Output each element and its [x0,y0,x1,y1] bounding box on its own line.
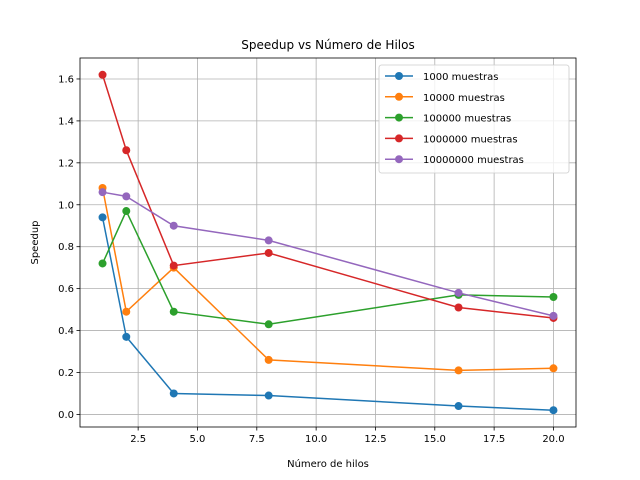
data-point [549,293,558,302]
y-tick-label: 1.6 [58,74,74,85]
legend-entry: 10000 muestras [385,92,505,104]
series-line [101,209,554,326]
data-point [98,188,107,197]
legend-entry: 10000000 muestras [385,155,524,166]
legend-box [378,64,570,174]
y-axis-ticks: 0.0 0.2 0.4 0.6 0.8 1.0 1.2 1.4 1.6 [58,74,80,421]
data-point [264,355,273,364]
legend-marker [395,92,403,101]
data-point [122,207,131,216]
y-tick-label: 1.4 [58,116,74,127]
series-line [101,74,554,319]
data-point [98,213,107,222]
x-axis-ticks: 2.5 5.0 7.5 10.0 12.5 15.0 17.5 20.0 [130,427,565,445]
x-tick-label: 2.5 [130,434,146,445]
data-point [264,248,273,257]
chart-title: Speedup vs Número de Hilos [241,38,414,52]
x-tick-label: 15.0 [424,434,446,445]
data-point [264,320,273,329]
data-point [122,307,131,316]
data-point [549,364,558,373]
data-point [169,261,178,270]
x-axis-label: Número de hilos [287,458,369,470]
y-tick-label: 1.2 [58,158,74,169]
data-point [169,389,178,398]
data-point [122,332,131,341]
legend-marker [395,134,403,143]
plot-frame [79,57,577,428]
data-point [549,311,558,320]
legend-marker [395,113,403,122]
data-point [122,192,131,201]
series-line [101,217,554,411]
legend-marker [395,155,403,164]
series-4 [98,188,558,320]
legend-entry: 100000 muestras [385,113,511,125]
x-tick-label: 5.0 [190,434,206,445]
data-point [549,406,558,415]
legend-label: 1000 muestras [423,72,498,83]
data-point [98,259,107,268]
data-point [264,236,273,245]
y-tick-label: 0.6 [58,284,74,295]
y-axis-label: Speedup [30,220,41,264]
series-line [102,191,554,317]
series-1 [98,183,558,375]
legend-label: 1000000 muestras [423,134,518,145]
y-tick-label: 0.0 [58,410,74,421]
data-point [264,391,273,400]
legend-marker [395,72,403,80]
x-tick-label: 7.5 [249,434,265,445]
legend-label: 10000000 muestras [423,155,524,166]
data-point [169,307,178,316]
y-tick-label: 0.4 [58,326,74,337]
y-tick-label: 0.2 [58,368,74,379]
data-point [454,402,463,411]
series-line [101,187,554,372]
x-tick-label: 17.5 [483,434,505,445]
y-tick-label: 0.8 [58,242,74,253]
series-0 [98,213,558,415]
data-point [98,70,107,79]
legend: 1000 muestras 10000 muestras 100000 muestr… [378,64,570,174]
series-group [98,70,558,415]
x-tick-label: 12.5 [364,434,386,445]
x-tick-label: 20.0 [542,434,564,445]
data-point [454,366,463,375]
data-point [169,221,178,230]
data-point [454,303,463,312]
legend-label: 10000 muestras [423,93,505,104]
y-tick-label: 1.0 [58,200,74,211]
legend-entry: 1000 muestras [385,72,498,83]
data-point [454,288,463,297]
data-point [122,146,131,155]
legend-label: 100000 muestras [423,114,511,125]
x-tick-label: 10.0 [305,434,327,445]
legend-entry: 1000000 muestras [385,134,518,145]
